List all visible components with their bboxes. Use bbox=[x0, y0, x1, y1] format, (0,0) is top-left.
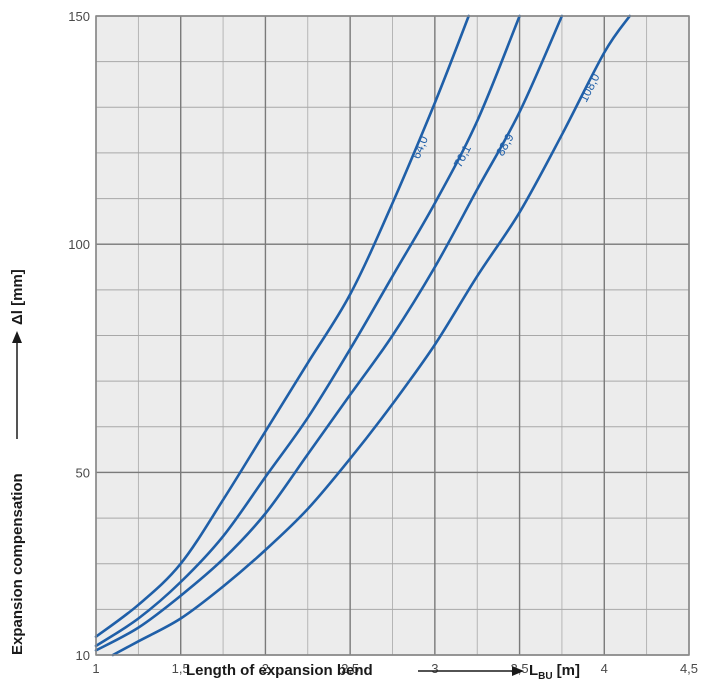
x-tick-label: 3 bbox=[431, 661, 438, 676]
series-line-0 bbox=[94, 14, 470, 638]
x-axis-label: Length of expansion bend bbox=[186, 662, 373, 679]
x-tick-label: 1 bbox=[92, 661, 99, 676]
plot-border bbox=[95, 15, 690, 656]
series-line-1 bbox=[94, 14, 521, 648]
x-axis-symbol: LBU [m] bbox=[529, 662, 580, 682]
y-axis-title: Expansion compensation Δl [mm] bbox=[9, 269, 26, 655]
y-axis-unit: Δl [mm] bbox=[9, 269, 26, 325]
y-tick-label: 50 bbox=[76, 465, 90, 480]
x-tick-labels: 1 1,5 2 2,5 3 3,5 4 4,5 bbox=[92, 661, 698, 676]
plot-frame bbox=[95, 15, 690, 656]
y-tick-label: 10 bbox=[76, 648, 90, 663]
series-line-3 bbox=[111, 14, 631, 657]
x-axis-title: Length of expansion bend LBU [m] bbox=[186, 662, 580, 682]
x-axis-arrow-head bbox=[512, 666, 524, 676]
x-tick-label: 2 bbox=[262, 661, 269, 676]
x-tick-label: 4,5 bbox=[680, 661, 698, 676]
x-tick-label: 4 bbox=[601, 661, 608, 676]
y-tick-label: 150 bbox=[68, 9, 90, 24]
series-line-2 bbox=[94, 14, 564, 652]
y-tick-label: 100 bbox=[68, 237, 90, 252]
y-axis-label: Expansion compensation bbox=[9, 473, 26, 655]
y-tick-labels: 10 50 100 150 bbox=[68, 9, 90, 663]
x-tick-label: 1,5 bbox=[172, 661, 190, 676]
x-tick-label: 2,5 bbox=[341, 661, 359, 676]
y-axis-arrow-head bbox=[12, 331, 22, 343]
